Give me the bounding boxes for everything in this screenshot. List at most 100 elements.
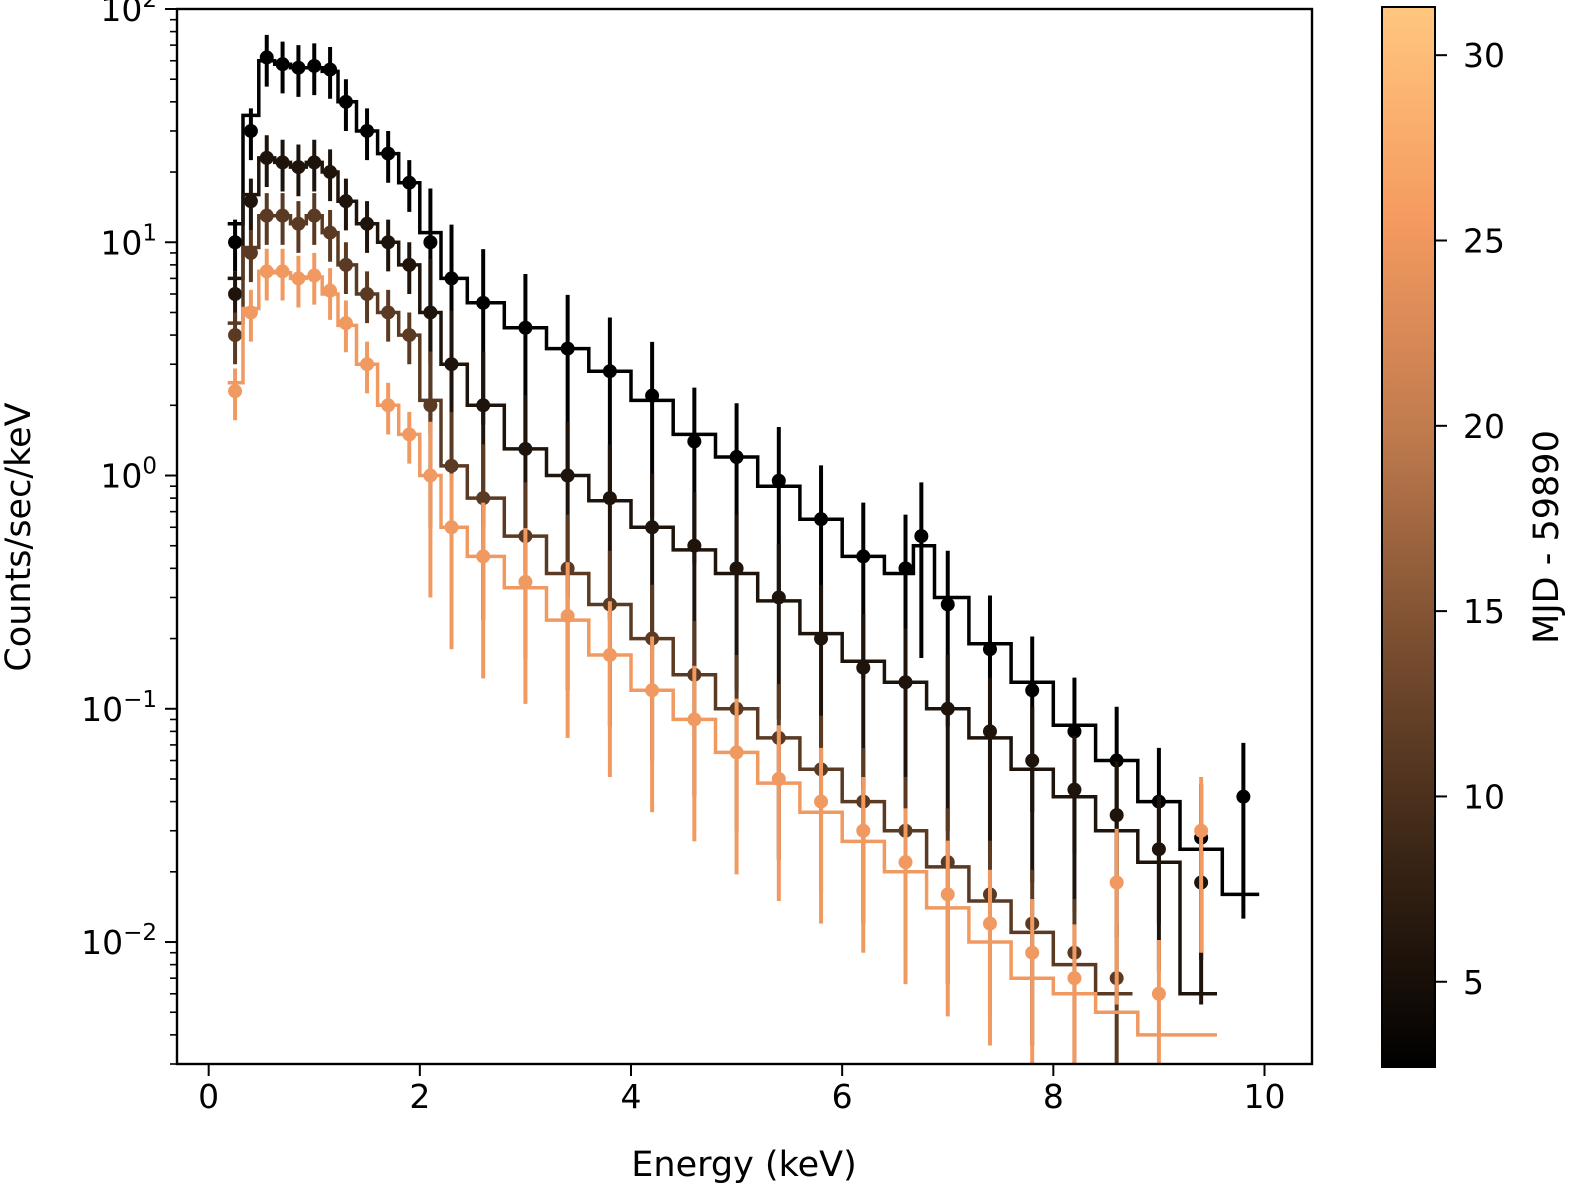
x-tick-label: 2 — [409, 1077, 430, 1116]
colorbar-tick-label: 20 — [1463, 407, 1505, 446]
data-point — [360, 123, 375, 138]
data-point — [914, 529, 929, 544]
data-point — [940, 887, 955, 902]
data-point — [982, 642, 997, 657]
data-point — [1067, 971, 1082, 986]
data-point — [338, 257, 353, 272]
x-axis-label: Energy (keV) — [631, 1145, 856, 1185]
colorbar-tick-label: 5 — [1463, 963, 1484, 1002]
data-point — [259, 50, 274, 65]
data-point — [476, 398, 491, 413]
model-line — [227, 58, 1260, 897]
data-point — [687, 712, 702, 727]
data-point — [476, 295, 491, 310]
data-point — [360, 357, 375, 372]
x-tick-label: 4 — [621, 1077, 642, 1116]
data-point — [228, 328, 243, 343]
model-line — [227, 269, 1217, 1037]
data-point — [645, 520, 660, 535]
data-point — [814, 631, 829, 646]
data-point — [518, 441, 533, 456]
data-point — [602, 491, 617, 506]
y-axis-label: Counts/sec/keV — [0, 402, 39, 671]
data-point — [243, 123, 258, 138]
data-point — [729, 450, 744, 465]
data-point — [898, 855, 913, 870]
data-point — [381, 398, 396, 413]
data-point — [1025, 753, 1040, 768]
data-point — [423, 305, 438, 320]
data-point — [307, 208, 322, 223]
colorbar-tick-label: 30 — [1463, 36, 1505, 75]
data-point — [645, 683, 660, 698]
data-point — [518, 574, 533, 589]
data-point — [444, 458, 459, 473]
data-point — [940, 701, 955, 716]
colorbar-tick-label: 25 — [1463, 221, 1505, 260]
data-point — [560, 608, 575, 623]
data-point — [898, 675, 913, 690]
axes-frame — [175, 7, 1314, 1066]
colorbar-tick-label: 15 — [1463, 592, 1505, 631]
data-point — [856, 549, 871, 564]
data-point — [444, 357, 459, 372]
data-point — [243, 245, 258, 260]
data-point — [444, 520, 459, 535]
data-point — [275, 155, 290, 170]
data-point — [307, 58, 322, 73]
data-point — [323, 165, 338, 180]
model-line — [227, 156, 1217, 996]
data-point — [259, 264, 274, 279]
data-point — [1067, 782, 1082, 797]
data-point — [360, 216, 375, 231]
data-point — [645, 388, 660, 403]
y-tick-label: 10−1 — [81, 687, 157, 729]
data-point — [338, 94, 353, 109]
x-tick-label: 0 — [198, 1077, 219, 1116]
data-point — [402, 328, 417, 343]
data-point — [291, 160, 306, 175]
data-point — [228, 235, 243, 250]
data-point — [1109, 875, 1124, 890]
data-point — [940, 597, 955, 612]
data-point — [444, 271, 459, 286]
x-axis: 0 2 4 6 8 10 — [198, 1064, 1285, 1116]
x-tick-label: 6 — [832, 1077, 853, 1116]
data-point — [275, 264, 290, 279]
data-point — [275, 208, 290, 223]
data-point — [381, 235, 396, 250]
data-point — [228, 384, 243, 399]
y-tick-label: 100 — [100, 454, 157, 496]
data-point — [423, 468, 438, 483]
x-tick-label: 8 — [1043, 1077, 1064, 1116]
data-point — [1109, 808, 1124, 823]
data-point — [360, 287, 375, 302]
data-point — [402, 257, 417, 272]
data-point — [856, 823, 871, 838]
data-point — [1067, 724, 1082, 739]
data-point — [1025, 945, 1040, 960]
x-tick-label: 10 — [1243, 1077, 1285, 1116]
data-point — [814, 512, 829, 527]
y-tick-label: 10−2 — [81, 920, 157, 962]
data-point — [259, 208, 274, 223]
series-25 — [227, 248, 1217, 1064]
data-point — [423, 398, 438, 413]
data-point — [771, 590, 786, 605]
data-point — [518, 320, 533, 335]
colorbar-label: MJD - 59890 — [1527, 430, 1567, 644]
data-point — [476, 549, 491, 564]
data-point — [771, 771, 786, 786]
data-point — [560, 468, 575, 483]
series-7 — [227, 135, 1217, 1005]
data-point — [381, 146, 396, 161]
data-point — [291, 60, 306, 75]
data-point — [1151, 986, 1166, 1001]
series-3 — [227, 34, 1260, 960]
data-point — [729, 561, 744, 576]
data-point — [323, 225, 338, 240]
data-point — [243, 305, 258, 320]
data-point — [307, 155, 322, 170]
data-point — [402, 175, 417, 190]
data-point — [814, 794, 829, 809]
